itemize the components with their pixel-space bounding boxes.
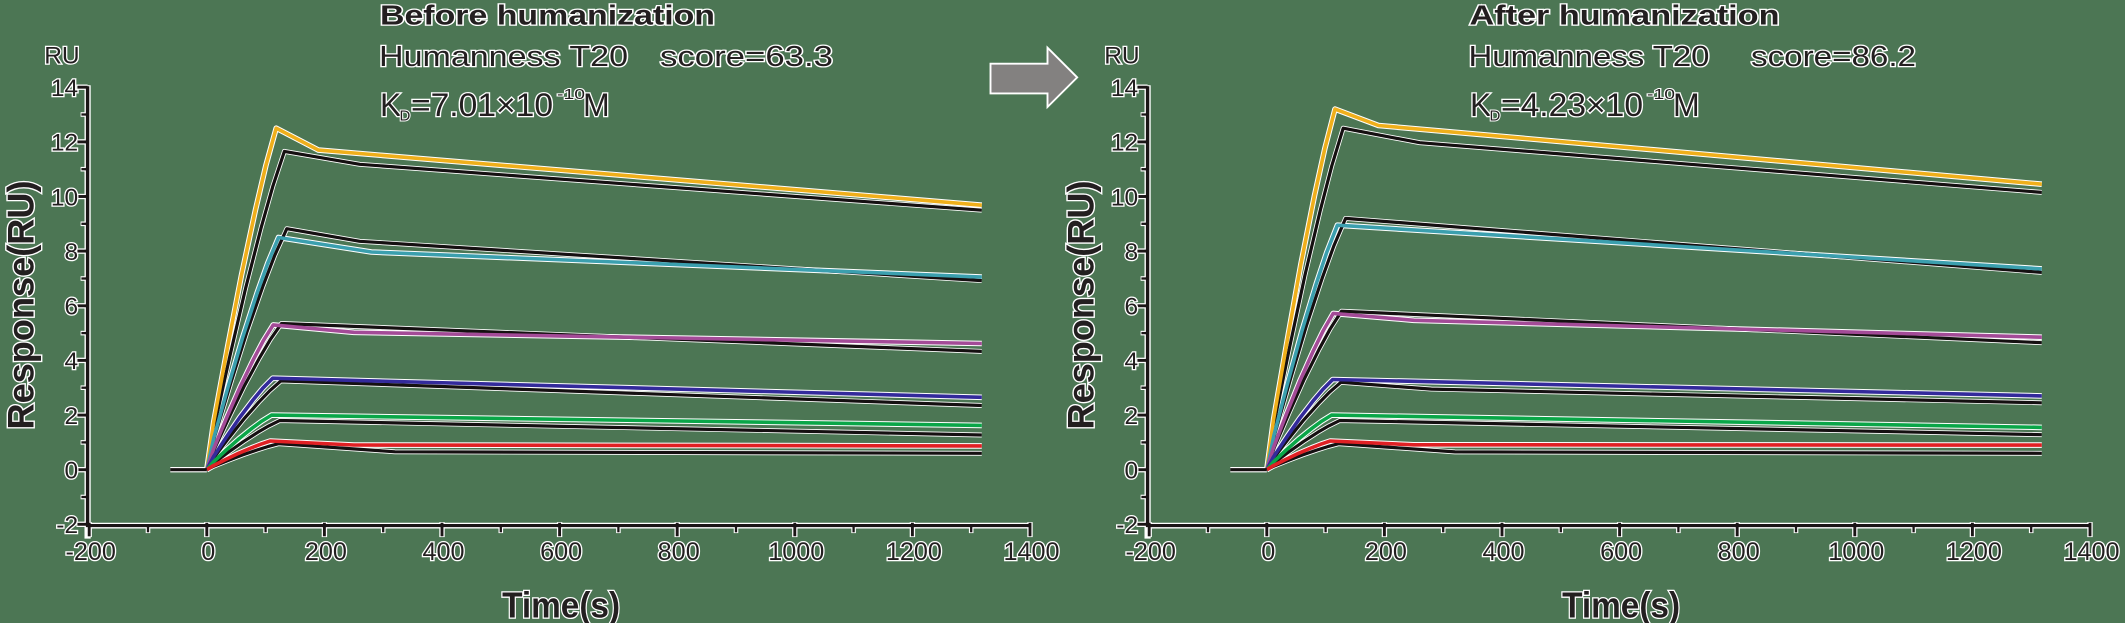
svg-text:-10: -10 xyxy=(557,86,585,103)
svg-text:-200: -200 xyxy=(1125,538,1175,566)
svg-text:M: M xyxy=(583,87,610,123)
svg-text:Response(RU): Response(RU) xyxy=(1,181,42,430)
svg-text:14: 14 xyxy=(51,75,78,102)
svg-text:-2: -2 xyxy=(56,512,78,539)
svg-text:Time(s): Time(s) xyxy=(502,585,620,623)
svg-text:6: 6 xyxy=(64,294,78,321)
svg-text:4: 4 xyxy=(1124,348,1138,375)
svg-text:400: 400 xyxy=(422,538,464,566)
svg-text:10: 10 xyxy=(51,184,78,211)
svg-text:D: D xyxy=(400,108,411,125)
svg-text:Humanness T20: Humanness T20 xyxy=(1469,41,1710,73)
svg-text:6: 6 xyxy=(1124,294,1138,321)
svg-text:After humanization: After humanization xyxy=(1470,0,1780,31)
svg-text:600: 600 xyxy=(540,538,582,566)
svg-text:800: 800 xyxy=(658,538,700,566)
svg-text:0: 0 xyxy=(1261,538,1275,566)
svg-text:score=86.2: score=86.2 xyxy=(1751,41,1916,73)
svg-text:2: 2 xyxy=(64,403,78,430)
svg-text:Before humanization: Before humanization xyxy=(380,0,715,31)
svg-text:0: 0 xyxy=(1124,458,1138,485)
svg-text:-200: -200 xyxy=(65,538,115,566)
svg-text:=4.23×10: =4.23×10 xyxy=(1501,87,1643,123)
svg-text:RU: RU xyxy=(44,43,79,70)
svg-text:12: 12 xyxy=(51,130,78,157)
svg-text:200: 200 xyxy=(1365,538,1407,566)
svg-text:1000: 1000 xyxy=(1828,538,1884,566)
svg-text:=7.01×10: =7.01×10 xyxy=(411,87,553,123)
svg-text:Response(RU): Response(RU) xyxy=(1061,181,1102,430)
svg-text:-2: -2 xyxy=(1116,512,1138,539)
svg-text:K: K xyxy=(380,87,401,123)
svg-text:400: 400 xyxy=(1482,538,1524,566)
svg-text:1200: 1200 xyxy=(1946,538,2002,566)
svg-text:10: 10 xyxy=(1111,184,1138,211)
svg-text:800: 800 xyxy=(1718,538,1760,566)
svg-text:D: D xyxy=(1490,108,1501,125)
svg-text:Time(s): Time(s) xyxy=(1562,585,1680,623)
svg-text:score=63.3: score=63.3 xyxy=(660,41,833,73)
svg-text:1200: 1200 xyxy=(886,538,942,566)
svg-text:1400: 1400 xyxy=(1003,538,1059,566)
svg-text:K: K xyxy=(1470,87,1491,123)
svg-text:12: 12 xyxy=(1111,130,1138,157)
svg-text:Humanness T20: Humanness T20 xyxy=(379,41,628,73)
svg-text:0: 0 xyxy=(64,458,78,485)
svg-text:200: 200 xyxy=(305,538,347,566)
svg-text:RU: RU xyxy=(1104,43,1139,70)
svg-text:8: 8 xyxy=(64,239,78,266)
svg-text:600: 600 xyxy=(1600,538,1642,566)
svg-text:8: 8 xyxy=(1124,239,1138,266)
svg-text:1400: 1400 xyxy=(2063,538,2119,566)
svg-text:0: 0 xyxy=(201,538,215,566)
svg-text:M: M xyxy=(1673,87,1700,123)
svg-text:-10: -10 xyxy=(1647,86,1675,103)
svg-text:4: 4 xyxy=(64,348,78,375)
svg-text:1000: 1000 xyxy=(768,538,824,566)
svg-text:14: 14 xyxy=(1111,75,1138,102)
svg-text:2: 2 xyxy=(1124,403,1138,430)
